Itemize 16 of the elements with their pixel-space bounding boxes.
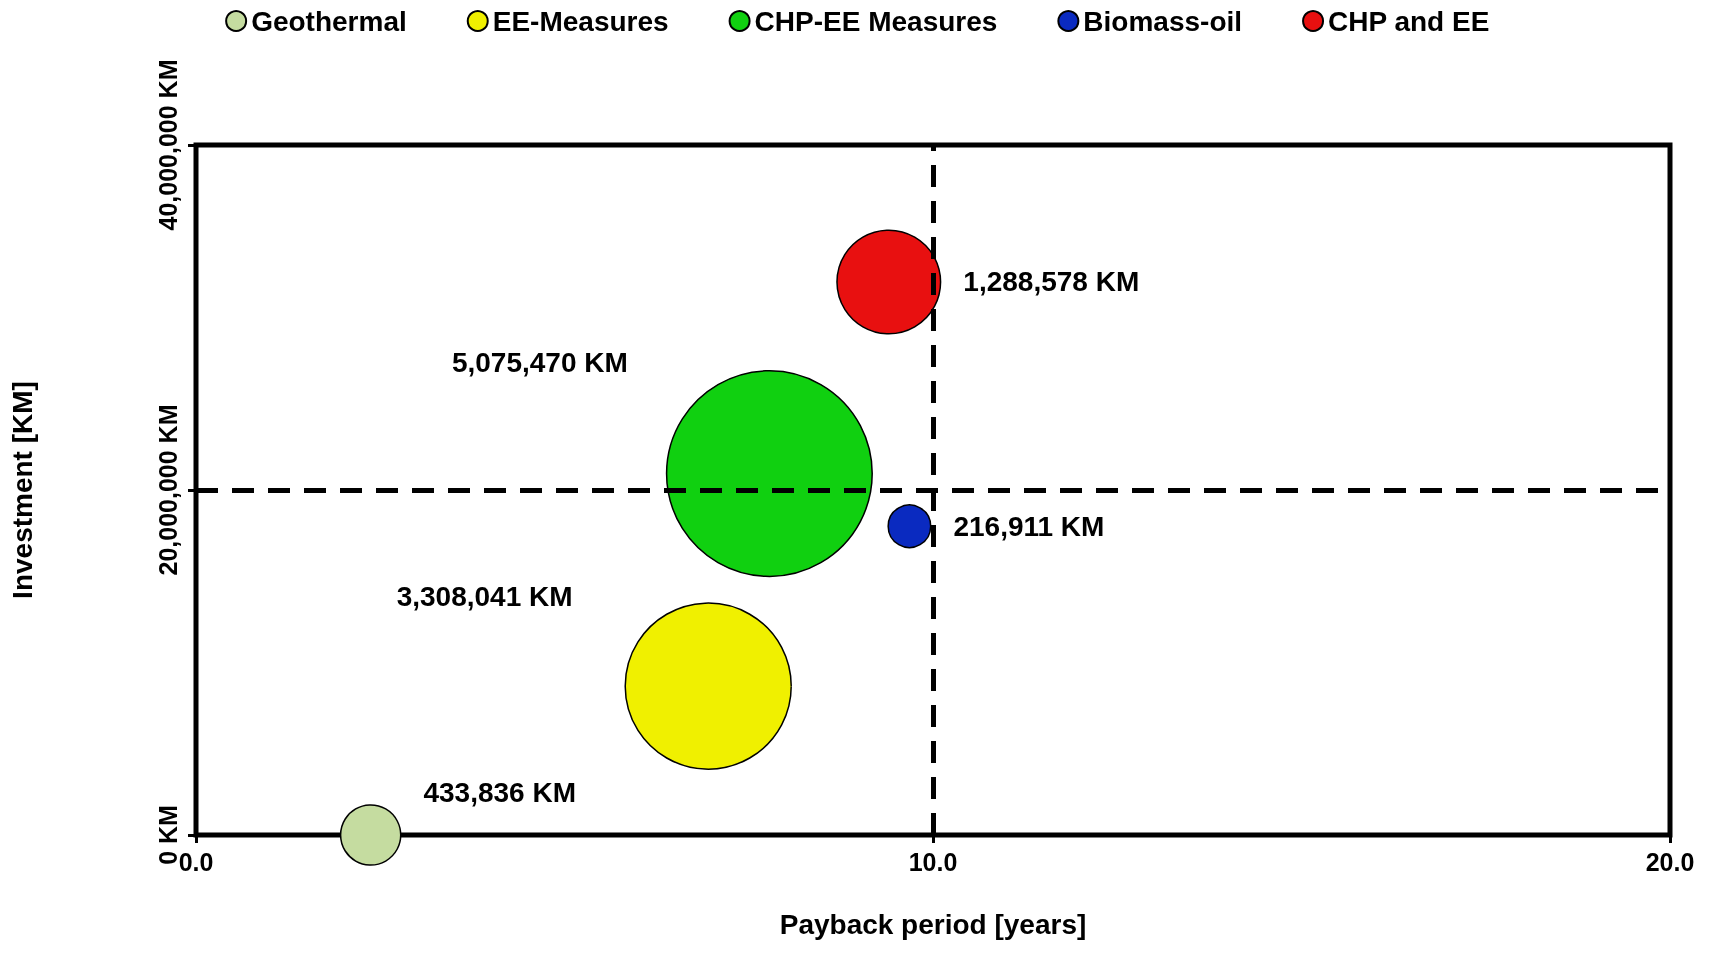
legend-label: CHP and EE xyxy=(1328,5,1490,37)
data-label: 433,836 KM xyxy=(423,777,577,809)
x-tick-label: 10.0 xyxy=(908,847,958,876)
legend-label: CHP-EE Measures xyxy=(754,5,998,37)
legend-label: EE-Measures xyxy=(492,5,669,37)
y-axis-title: Investment [KM] xyxy=(6,381,38,599)
x-tick-label: 20.0 xyxy=(1645,847,1695,876)
data-label: 1,288,578 KM xyxy=(963,266,1140,298)
y-tick-label: 40,000,000 KM xyxy=(153,59,182,231)
data-label: 5,075,470 KM xyxy=(451,347,628,379)
data-label: 216,911 KM xyxy=(953,510,1105,542)
legend-label: Geothermal xyxy=(251,5,407,37)
y-tick-label: 20,000,000 KM xyxy=(153,404,182,576)
x-axis-title: Payback period [years] xyxy=(779,908,1087,940)
data-label: 3,308,041 KM xyxy=(396,581,573,613)
legend-label: Biomass-oil xyxy=(1083,5,1243,37)
